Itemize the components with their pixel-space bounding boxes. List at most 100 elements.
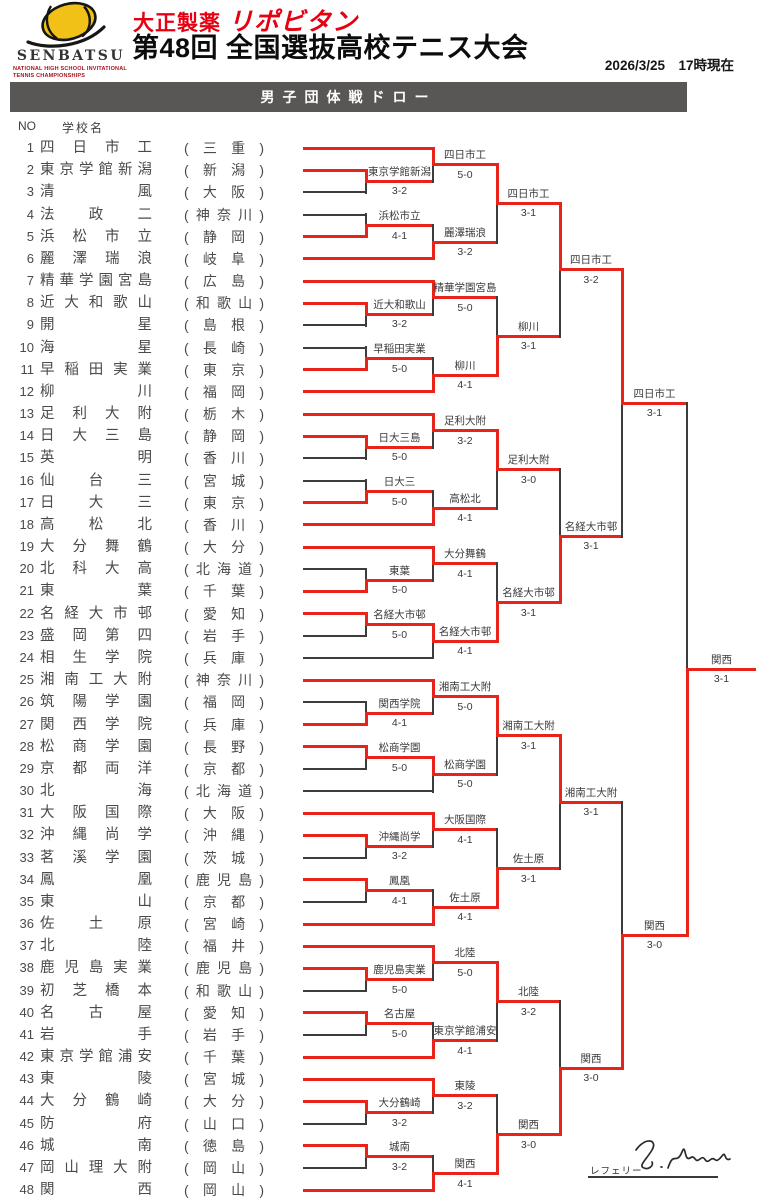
bracket-line xyxy=(431,163,497,167)
bracket-join xyxy=(432,639,434,660)
bracket-join xyxy=(685,667,689,937)
bracket-join xyxy=(431,1172,435,1192)
bracket-join xyxy=(431,623,435,643)
bracket-line xyxy=(303,568,367,571)
bracket-join xyxy=(364,434,368,449)
match-winner-label: 四日市工 xyxy=(633,387,676,400)
team-name: 東陵 xyxy=(40,1071,152,1088)
match-score-label: 3-2 xyxy=(457,246,473,259)
team-name: 北陸 xyxy=(40,938,152,955)
team-number: 18 xyxy=(19,516,34,532)
bracket-line xyxy=(364,711,433,715)
team-row: 24 相生学院 (兵庫) xyxy=(0,648,300,668)
match-winner-label: 関西 xyxy=(518,1119,539,1132)
match-winner-label: 大阪国際 xyxy=(444,814,486,827)
team-name: 鹿児島実業 xyxy=(40,960,152,977)
team-name: 湘南工大附 xyxy=(40,672,152,689)
team-prefecture: (兵庫) xyxy=(184,650,264,666)
team-number: 43 xyxy=(19,1071,34,1087)
match-winner-label: 城南 xyxy=(389,1141,410,1154)
team-prefecture: (大分) xyxy=(184,539,264,556)
bracket-join xyxy=(431,545,435,566)
bracket-line xyxy=(303,457,367,460)
team-number: 8 xyxy=(26,295,34,311)
match-winner-label: 四日市工 xyxy=(444,149,486,162)
bracket-line xyxy=(558,534,622,538)
bracket-join xyxy=(431,412,435,433)
bracket-join xyxy=(432,163,434,183)
team-prefecture: (愛知) xyxy=(184,1004,264,1021)
match-winner-label: 四日市工 xyxy=(570,254,612,267)
bracket-join xyxy=(432,296,434,316)
team-name: 防府 xyxy=(40,1115,152,1132)
team-row: 37 北陸 (福井) xyxy=(0,936,300,956)
team-row: 15 英明 (香川) xyxy=(0,448,300,468)
bracket-join xyxy=(620,933,624,1070)
team-name: 佐土原 xyxy=(40,916,152,933)
match-winner-label: 松商学園 xyxy=(378,742,421,755)
match-winner-label: 名経大市邨 xyxy=(438,625,492,638)
match-winner-label: 名経大市邨 xyxy=(564,520,618,533)
bracket-line xyxy=(558,268,622,272)
match-winner-label: 浜松市立 xyxy=(378,210,421,223)
bracket-line xyxy=(495,468,560,472)
match-winner-label: 麗澤瑞浪 xyxy=(444,226,486,239)
team-name: 東京学館新潟 xyxy=(40,162,152,179)
bracket-join xyxy=(364,1011,368,1026)
match-score-label: 4-1 xyxy=(457,379,473,392)
bracket-join xyxy=(431,944,435,965)
bracket-line xyxy=(303,1033,367,1036)
team-prefecture: (栃木) xyxy=(184,406,264,423)
bracket-join xyxy=(432,1022,434,1042)
bracket-line xyxy=(303,811,434,815)
team-prefecture: (大阪) xyxy=(184,805,264,822)
bracket-join xyxy=(432,1155,434,1176)
bracket-join xyxy=(365,479,367,494)
sponsor-brand: リポビタン xyxy=(228,8,359,36)
team-prefecture: (千葉) xyxy=(184,1049,264,1066)
bracket-line xyxy=(431,828,497,832)
bracket-line xyxy=(303,146,434,150)
bracket-line xyxy=(303,279,434,283)
bracket-join xyxy=(495,867,499,909)
team-prefecture: (岐阜) xyxy=(184,250,264,267)
match-winner-label: 東陵 xyxy=(454,1080,476,1093)
team-row: 23 盛岡第四 (岩手) xyxy=(0,626,300,646)
team-row: 20 北科大高 (北海道) xyxy=(0,559,300,579)
bracket-line xyxy=(303,235,367,239)
match-winner-label: 精華学園宮島 xyxy=(433,282,497,295)
bracket-join xyxy=(432,490,434,510)
match-score-label: 3-2 xyxy=(391,185,408,198)
team-number: 16 xyxy=(19,472,34,488)
team-number: 38 xyxy=(19,960,34,976)
team-row: 12 柳川 (福岡) xyxy=(0,382,300,402)
team-row: 33 茗溪学園 (茨城) xyxy=(0,848,300,868)
team-prefecture: (山口) xyxy=(184,1115,264,1132)
team-prefecture: (東京) xyxy=(184,494,264,511)
bracket-join xyxy=(431,1077,435,1098)
team-number: 21 xyxy=(19,583,34,599)
bracket-join xyxy=(364,878,368,893)
team-row: 42 東京学館浦安 (千葉) xyxy=(0,1047,300,1067)
team-number: 17 xyxy=(19,494,34,510)
match-winner-label: 湘南工大附 xyxy=(502,720,555,733)
team-prefecture: (神奈川) xyxy=(184,672,264,689)
bracket-line xyxy=(303,900,367,903)
team-row: 4 法政二 (神奈川) xyxy=(0,205,300,225)
team-number: 41 xyxy=(19,1026,34,1042)
team-row: 9 開星 (島根) xyxy=(0,315,300,335)
match-winner-label: 早稲田実業 xyxy=(373,343,426,356)
logo-subtitle-line2: TENNIS CHAMPIONSHIPS xyxy=(13,73,86,79)
bracket-join xyxy=(432,562,434,582)
team-row: 18 高松北 (香川) xyxy=(0,515,300,535)
match-winner-label: 北陸 xyxy=(454,947,476,960)
team-prefecture: (鹿児島) xyxy=(184,871,264,888)
team-number: 33 xyxy=(19,849,34,865)
team-name: 名古屋 xyxy=(40,1004,152,1021)
bracket-join xyxy=(364,301,368,316)
team-number: 34 xyxy=(19,871,34,887)
referee-signature xyxy=(635,1140,731,1170)
bracket-line xyxy=(303,922,434,926)
team-prefecture: (和歌山) xyxy=(184,295,264,312)
team-name: 開星 xyxy=(40,317,152,334)
